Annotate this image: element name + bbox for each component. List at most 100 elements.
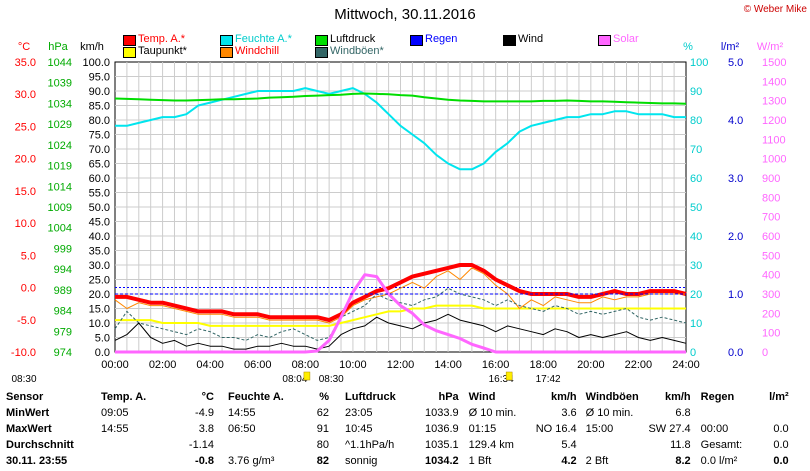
legend-label: Windböen* [330,45,384,57]
time-label-left: 08:30 [11,374,36,385]
legend-swatch [503,35,516,46]
wind-tick-label: 75.0 [89,130,110,142]
legend-label: Feuchte A.* [235,33,292,45]
rain-current-value: 0.0 [773,455,789,467]
humidity-min-value: 62 [316,407,329,419]
stats-table: Sensor Temp. A. °C Feuchte A. % Luftdruc… [0,389,789,469]
pressure-tick-label: 979 [54,326,72,338]
legend-label: Wind [518,33,544,45]
pressure-tick-label: 1034 [48,98,72,110]
sunset-label-2: 17:42 [536,374,561,385]
stats-header-sensor: Sensor [6,391,44,403]
gust-max-value: SW 27.4 [648,423,691,435]
x-tick-label: 08:00 [292,359,320,371]
wind-tick-label: 55.0 [89,188,110,200]
wind-tick-label: 85.0 [89,101,110,113]
wind-tick-label: 35.0 [89,246,110,258]
solar-tick-label: 900 [762,173,780,185]
humidity-max-value: 91 [316,423,329,435]
series-taupunkt [115,304,686,327]
wind-max-time: 01:15 [468,423,497,435]
temp-current-desc [101,453,181,469]
solar-tick-label: 1500 [762,57,786,69]
chart-axes: 35.0 30.0 25.0 20.0 15.0 10.0 5.0 0.0 -5.0 -10.0 1… [11,41,787,359]
x-tick-label: 06:00 [244,359,272,371]
copyright-label: © Weber Mike [743,4,807,15]
pressure-tick-label: 1019 [48,161,72,173]
x-tick-label: 04:00 [196,359,224,371]
stats-header-gusts: Windböen [585,391,639,403]
humidity-current-value: 82 [316,455,329,467]
pressure-tick-label: 994 [54,264,72,276]
humidity-tick-label: 80 [690,115,702,127]
solar-tick-label: 700 [762,212,780,224]
rain-min-desc [701,405,761,421]
legend-label: Taupunkt* [138,45,187,57]
stats-header-rain: Regen [700,391,735,403]
rain-total-value: 0.0 [773,439,789,451]
humidity-min-time: 14:55 [228,407,256,419]
humidity-tick-label: 10 [690,318,702,330]
humidity-tick-label: 0 [690,347,696,359]
humidity-tick-label: 60 [690,173,702,185]
temp-axis-unit: °C [18,41,30,53]
series-windchill [114,267,686,324]
temp-tick-label: 30.0 [15,89,36,101]
rain-tick-label: 1.0 [728,289,743,301]
solar-tick-label: 1100 [762,134,786,146]
humidity-avg-value: 80 [316,439,329,451]
stats-row: MaxWert 14:55 3.8 06:50 91 10:45 1036.9 … [0,421,789,437]
pressure-axis-unit: hPa [48,41,68,53]
rain-max-time: 00:00 [700,423,729,435]
humidity-tick-label: 70 [690,144,702,156]
stats-row: MinWert 09:05 -4.9 14:55 62 23:05 1033.9… [0,405,789,421]
pressure-tick-label: 1024 [48,140,72,152]
humidity-max-time: 06:50 [228,423,256,435]
wind-tick-label: 20.0 [89,289,110,301]
pressure-max-time: 10:45 [345,423,373,435]
temp-tick-label: 10.0 [15,218,36,230]
wind-tick-label: 50.0 [89,202,110,214]
temp-tick-label: 20.0 [15,154,36,166]
series-solar [115,273,686,354]
wind-min-value: 3.6 [561,407,577,419]
wind-tick-label: 5.0 [95,333,110,345]
humidity-tick-label: 30 [690,260,702,272]
sunset-label: 16:34 [489,374,514,385]
gust-min-value: 6.8 [675,407,691,419]
humidity-tick-label: 90 [690,86,702,98]
chart-title: Mittwoch, 30.11.2016 [334,6,476,23]
series-windb-en [114,287,687,341]
wind-min-desc: Ø 10 min. [468,407,517,419]
stats-header-rain-unit: l/m² [769,391,789,403]
pressure-min-time: 23:05 [345,407,373,419]
stats-header-temp-unit: °C [201,391,214,403]
pressure-tick-label: 1009 [48,202,72,214]
sun-marker-icon [505,371,513,381]
x-tick-label: 00:00 [101,359,129,371]
solar-tick-label: 400 [762,270,780,282]
stats-row: Durchschnitt -1.14 80 ^1.1hPa/h 1035.1 1… [0,437,789,453]
stats-row-label: Durchschnitt [6,439,74,451]
x-tick-label: 20:00 [577,359,605,371]
pressure-avg-value: 1035.1 [425,439,459,451]
stats-header-humidity: Feuchte A. [228,391,284,403]
chart-series [114,87,687,354]
stats-header-wind: Wind [468,391,496,403]
legend-swatch [220,35,233,46]
wind-current-value: 4.2 [561,455,577,467]
pressure-tick-label: 989 [54,285,72,297]
sunrise-label-2: 08:30 [319,374,344,385]
wind-tick-label: 30.0 [89,260,110,272]
x-tick-label: 02:00 [149,359,177,371]
wind-max-value: NO 16.4 [535,423,577,435]
wind-tick-label: 40.0 [89,231,110,243]
temp-avg-value: -1.14 [188,439,214,451]
stats-header-pressure-unit: hPa [438,391,459,403]
rain-tick-label: 0.0 [728,347,743,359]
pressure-tick-label: 1039 [48,78,72,90]
stats-header-wind-unit: km/h [550,391,577,403]
stats-header-temp: Temp. A. [101,391,147,403]
wind-tick-label: 25.0 [89,275,110,287]
humidity-absolute: 3.76 g/m³ [228,455,275,467]
